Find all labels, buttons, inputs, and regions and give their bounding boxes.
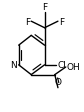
- Text: OH: OH: [67, 63, 80, 72]
- Text: F: F: [42, 3, 47, 12]
- Text: F: F: [59, 18, 64, 26]
- Text: F: F: [25, 18, 30, 26]
- Text: N: N: [10, 61, 17, 70]
- Text: O: O: [54, 77, 61, 86]
- Text: Cl: Cl: [57, 61, 66, 70]
